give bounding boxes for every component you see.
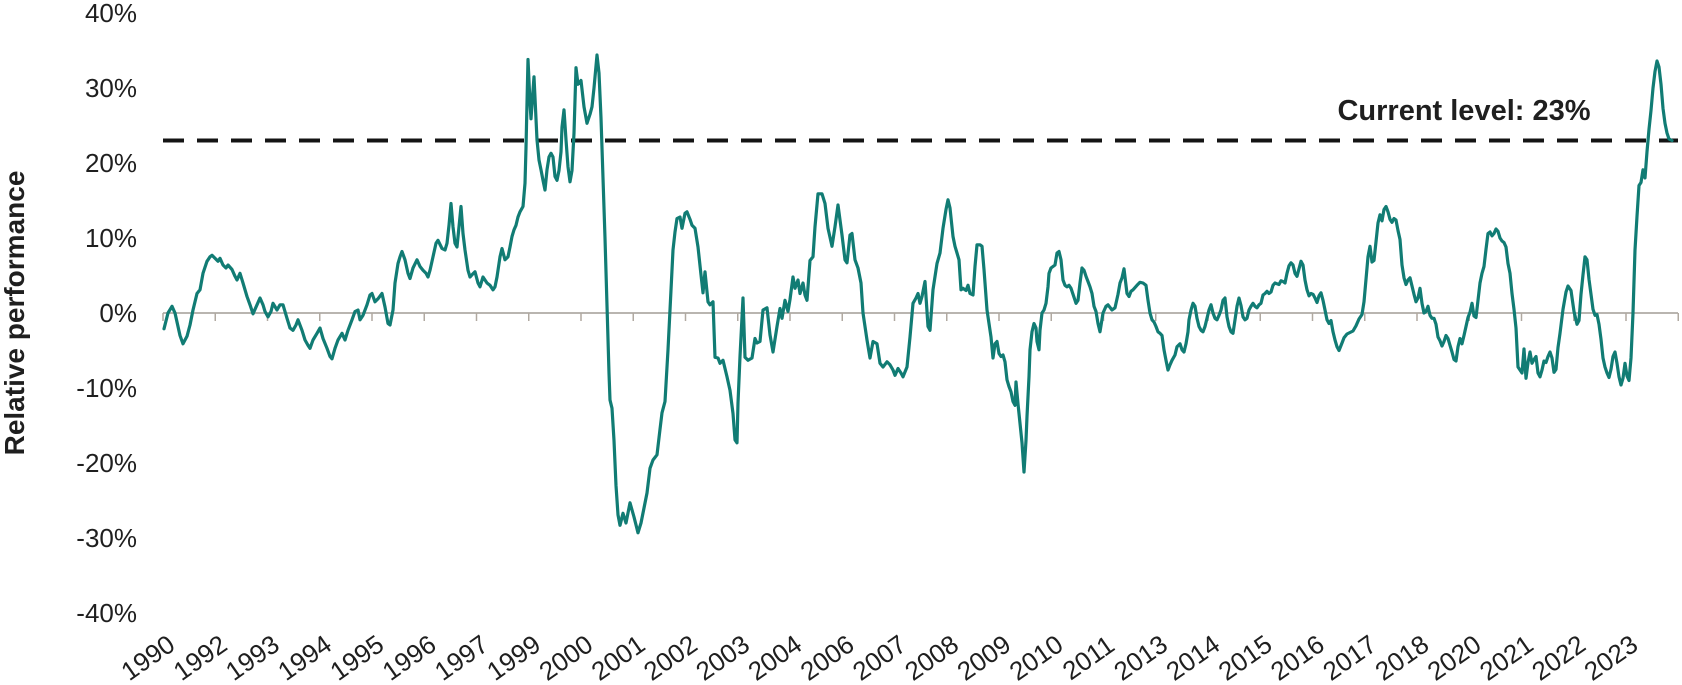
y-tick-label: -30% [76, 523, 137, 553]
x-tick-label: 1993 [220, 629, 285, 685]
y-tick-label: 30% [85, 73, 137, 103]
y-tick-label: 20% [85, 148, 137, 178]
x-tick-label: 1990 [116, 629, 181, 685]
x-tick-label: 2008 [899, 629, 964, 685]
x-tick-label: 2009 [952, 629, 1017, 685]
x-tick-label: 2023 [1579, 629, 1644, 685]
x-tick-label: 2007 [847, 629, 912, 685]
threshold-annotation: Current level: 23% [1337, 95, 1590, 127]
x-tick-label: 2022 [1526, 629, 1591, 685]
y-tick-label: 0% [99, 298, 137, 328]
x-tick-label: 2002 [638, 629, 703, 685]
x-tick-label: 2006 [795, 629, 860, 685]
y-tick-label: -40% [76, 598, 137, 628]
x-tick-label: 2010 [1004, 629, 1069, 685]
y-tick-label: 40% [85, 0, 137, 28]
x-tick-label: 1995 [325, 629, 390, 685]
x-tick-label: 1994 [272, 629, 337, 685]
y-axis-title: Relative performance [0, 171, 30, 456]
x-tick-label: 2015 [1213, 629, 1278, 685]
x-tick-label: 2021 [1474, 629, 1539, 685]
x-tick-label: 2004 [743, 629, 808, 685]
series-line [162, 53, 1674, 535]
x-tick-label: 2011 [1057, 629, 1120, 685]
y-tick-label: 10% [85, 223, 137, 253]
x-tick-label: 2017 [1317, 629, 1382, 685]
x-tick-label: 2001 [586, 629, 651, 685]
x-tick-label: 2000 [534, 629, 599, 685]
y-tick-label: -20% [76, 448, 137, 478]
x-tick-label: 2003 [690, 629, 755, 685]
x-tick-label: 1996 [377, 629, 442, 685]
x-tick-label: 1997 [429, 629, 494, 685]
x-tick-label: 2013 [1108, 629, 1173, 685]
relative-performance-series [162, 53, 1674, 535]
y-tick-label: -10% [76, 373, 137, 403]
x-tick-label: 2018 [1370, 629, 1435, 685]
x-tick-label: 1992 [168, 629, 233, 685]
x-tick-label: 2020 [1422, 629, 1487, 685]
x-tick-label: 2016 [1265, 629, 1330, 685]
x-tick-label: 2014 [1161, 629, 1226, 685]
x-tick-label: 1999 [481, 629, 546, 685]
